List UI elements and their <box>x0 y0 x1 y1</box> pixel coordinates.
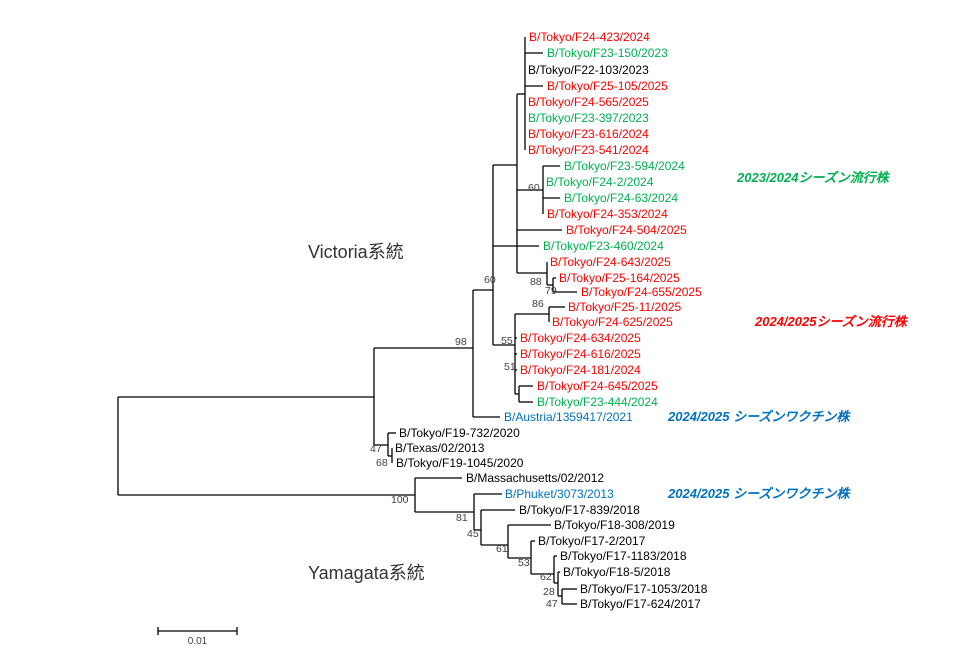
season-annotation: 2024/2025シーズン流行株 <box>754 314 909 329</box>
taxon-label: B/Tokyo/F18-5/2018 <box>563 565 671 579</box>
taxon-label: B/Tokyo/F25-164/2025 <box>559 271 680 285</box>
bootstrap-value: 61 <box>496 543 508 555</box>
taxon-label: B/Tokyo/F23-397/2023 <box>528 111 649 125</box>
scale-bar: 0.01 <box>157 627 238 647</box>
taxon-label: B/Tokyo/F17-839/2018 <box>519 503 640 517</box>
season-annotations: 2023/2024シーズン流行株 2024/2025シーズン流行株 2024/202… <box>667 170 909 501</box>
bootstrap-value: 60 <box>528 182 540 194</box>
taxon-label: B/Tokyo/F23-616/2024 <box>528 127 649 141</box>
taxon-label: B/Tokyo/F18-308/2019 <box>554 518 675 532</box>
taxon-labels: B/Tokyo/F24-423/2024 B/Tokyo/F23-150/2023… <box>395 30 708 611</box>
lineage-label: Victoria系統 <box>308 242 404 262</box>
lineage-label: Yamagata系統 <box>308 563 425 583</box>
taxon-label: B/Tokyo/F24-655/2025 <box>581 285 702 299</box>
scale-bar-label: 0.01 <box>188 636 208 647</box>
bootstrap-value: 28 <box>543 586 555 598</box>
taxon-label: B/Tokyo/F24-63/2024 <box>564 191 678 205</box>
taxon-label: B/Tokyo/F19-732/2020 <box>399 426 520 440</box>
taxon-label: B/Massachusetts/02/2012 <box>466 471 604 485</box>
season-annotation: 2023/2024シーズン流行株 <box>736 170 891 185</box>
bootstrap-value: 47 <box>370 443 382 455</box>
taxon-label: B/Tokyo/F25-11/2025 <box>568 300 682 314</box>
taxon-label: B/Tokyo/F24-2/2024 <box>546 175 654 189</box>
bootstrap-value: 68 <box>376 457 388 469</box>
bootstrap-value: 79 <box>545 285 557 297</box>
taxon-label: B/Tokyo/F23-444/2024 <box>537 395 658 409</box>
taxon-label: B/Tokyo/F23-541/2024 <box>528 143 649 157</box>
taxon-label: B/Tokyo/F24-625/2025 <box>552 315 673 329</box>
bootstrap-value: 53 <box>518 557 530 569</box>
taxon-label: B/Tokyo/F25-105/2025 <box>547 79 668 93</box>
taxon-label: B/Tokyo/F19-1045/2020 <box>396 456 524 470</box>
taxon-label: B/Tokyo/F24-634/2025 <box>520 331 641 345</box>
taxon-label: B/Tokyo/F24-645/2025 <box>537 379 658 393</box>
taxon-label: B/Tokyo/F17-1183/2018 <box>560 549 687 563</box>
taxon-label: B/Phuket/3073/2013 <box>505 487 614 501</box>
taxon-label: B/Tokyo/F24-181/2024 <box>520 363 641 377</box>
taxon-label: B/Tokyo/F24-504/2025 <box>566 223 687 237</box>
bootstrap-value: 55 <box>501 335 513 347</box>
lineage-labels: Victoria系統 Yamagata系統 <box>308 242 425 583</box>
taxon-label: B/Tokyo/F17-624/2017 <box>580 597 701 611</box>
taxon-label: B/Tokyo/F24-565/2025 <box>528 95 649 109</box>
taxon-label: B/Tokyo/F23-460/2024 <box>543 239 664 253</box>
season-annotation: 2024/2025 シーズンワクチン株 <box>667 486 851 501</box>
bootstrap-value: 47 <box>546 598 558 610</box>
bootstrap-value: 88 <box>530 276 542 288</box>
bootstrap-value: 51 <box>504 361 516 373</box>
taxon-label: B/Tokyo/F23-150/2023 <box>547 46 668 60</box>
bootstrap-value: 60 <box>484 274 496 286</box>
taxon-label: B/Tokyo/F24-423/2024 <box>529 30 650 44</box>
bootstrap-value: 100 <box>391 494 409 506</box>
bootstrap-value: 45 <box>467 528 479 540</box>
season-annotation: 2024/2025 シーズンワクチン株 <box>667 409 851 424</box>
tree-branches <box>117 37 577 605</box>
bootstrap-value: 86 <box>532 298 544 310</box>
taxon-label: B/Tokyo/F24-643/2025 <box>550 255 671 269</box>
bootstrap-value: 62 <box>540 571 552 583</box>
bootstrap-value: 81 <box>456 512 468 524</box>
bootstrap-value: 98 <box>455 336 467 348</box>
taxon-label: B/Tokyo/F24-616/2025 <box>520 347 641 361</box>
taxon-label: B/Tokyo/F24-353/2024 <box>547 207 668 221</box>
taxon-label: B/Tokyo/F17-1053/2018 <box>580 582 708 596</box>
taxon-label: B/Tokyo/F23-594/2024 <box>564 159 685 173</box>
taxon-label: B/Tokyo/F22-103/2023 <box>528 63 649 77</box>
taxon-label: B/Texas/02/2013 <box>395 441 485 455</box>
taxon-label: B/Tokyo/F17-2/2017 <box>538 534 646 548</box>
taxon-label: B/Austria/1359417/2021 <box>504 410 633 424</box>
